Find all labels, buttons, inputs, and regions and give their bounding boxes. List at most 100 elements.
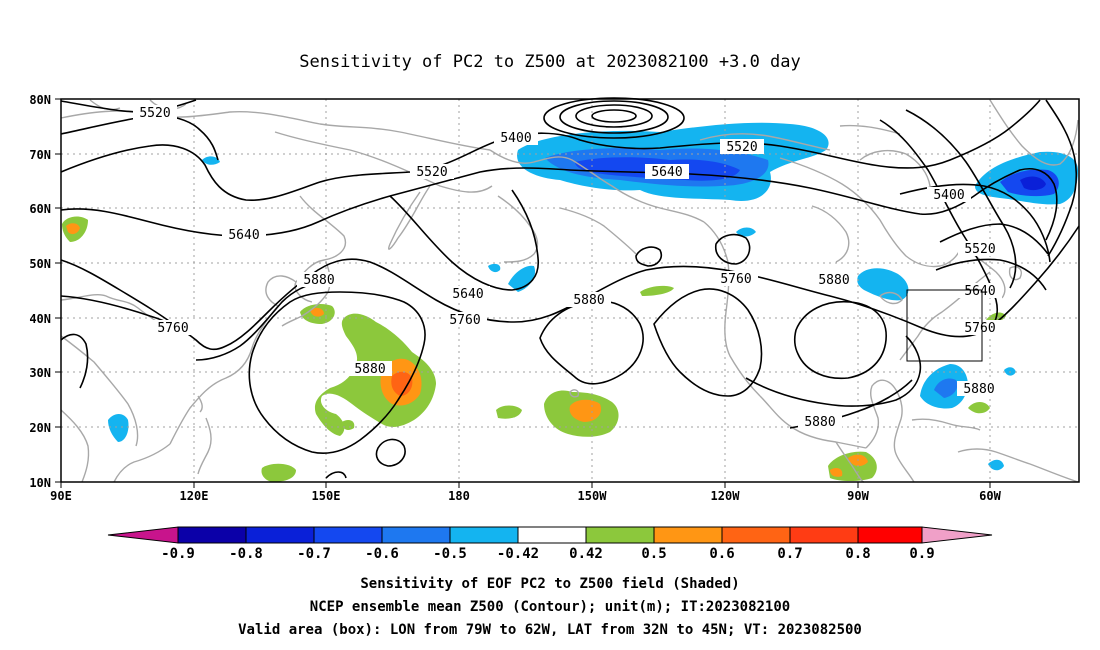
- contour-line: [745, 335, 922, 407]
- contour-label-text: 5760: [964, 321, 995, 336]
- contour-label-text: 5640: [964, 284, 995, 299]
- contour-label-text: 5760: [157, 321, 188, 336]
- sensitivity-shading: [62, 122, 1078, 482]
- lon-label: 120E: [180, 489, 209, 503]
- contour-label: 5400: [927, 187, 971, 203]
- lat-label: 10N: [29, 476, 51, 490]
- colorbar-label: 0.5: [641, 546, 666, 562]
- latitude-labels: 80N 70N 60N 50N 40N 30N 20N 10N: [29, 93, 51, 490]
- coastline: [865, 379, 915, 483]
- contour-label: 5400: [494, 130, 538, 146]
- lat-label: 40N: [29, 312, 51, 326]
- contour-label: 5880: [957, 381, 1001, 397]
- contour-line: [60, 259, 177, 327]
- coastline: [957, 448, 1079, 483]
- plot-frame: [60, 98, 1080, 483]
- contour-label: 5880: [567, 292, 611, 308]
- contour-label-text: 5760: [720, 272, 751, 287]
- contour-label-text: 5520: [726, 140, 757, 155]
- contour-line: [591, 109, 637, 123]
- contour-label: 5880: [348, 361, 392, 377]
- coastline: [835, 441, 865, 483]
- colorbar-cell: [245, 526, 315, 544]
- longitude-labels: 90E 120E 150E 180 150W 120W 90W 60W: [50, 489, 1001, 503]
- coastline: [699, 124, 901, 151]
- negative-sensitivity-region: [857, 268, 909, 301]
- contour-label: 5640: [645, 164, 689, 180]
- contour-label-text: 5880: [573, 293, 604, 308]
- coastline: [759, 395, 867, 449]
- colorbar-high-triangle: [921, 526, 993, 544]
- contour-label: 5880: [798, 414, 842, 430]
- contour-line: [1045, 99, 1078, 257]
- positive-sensitivity-region: [342, 420, 355, 430]
- contour-label: 5640: [446, 286, 490, 302]
- lon-label: 180: [448, 489, 470, 503]
- contour-line: [905, 109, 1017, 289]
- contour-line: [325, 471, 347, 479]
- contour-line: [899, 183, 1051, 263]
- coastline: [779, 157, 963, 268]
- caption-shading: Sensitivity of EOF PC2 to Z500 field (Sh…: [360, 576, 739, 592]
- contour-line: [575, 104, 653, 128]
- positive-sensitivity-region: [496, 405, 522, 419]
- positive-sensitivity-core: [569, 399, 602, 422]
- contour-label-text: 5880: [818, 273, 849, 288]
- lon-label: 90E: [50, 489, 72, 503]
- contour-label-text: 5760: [449, 313, 480, 328]
- colorbar-labels: -0.9 -0.8 -0.7 -0.6 -0.5 -0.42 0.42 0.5 …: [161, 546, 935, 562]
- colorbar: -0.9 -0.8 -0.7 -0.6 -0.5 -0.42 0.42 0.5 …: [107, 526, 993, 562]
- graticule: [61, 99, 1079, 482]
- coastline: [197, 395, 203, 413]
- negative-sensitivity-core: [934, 378, 958, 398]
- negative-sensitivity-region: [202, 156, 220, 165]
- lon-label: 150E: [312, 489, 341, 503]
- contour-label: 5880: [812, 272, 856, 288]
- contour-line: [935, 258, 1047, 291]
- contour-label: 5760: [958, 320, 1002, 336]
- negative-sensitivity-region: [108, 414, 129, 442]
- contour-label-text: 5520: [416, 165, 447, 180]
- contour-line: [195, 281, 323, 361]
- contour-label-layer: 5520 5400 5520 5520 5640 5640 5400 5520 …: [133, 105, 1002, 430]
- caption-contour: NCEP ensemble mean Z500 (Contour); unit(…: [310, 599, 790, 615]
- coastline: [274, 131, 493, 193]
- contour-label: 5760: [714, 271, 758, 287]
- colorbar-cell: [381, 526, 451, 544]
- lat-label: 70N: [29, 148, 51, 162]
- valid-area-box: [906, 289, 983, 362]
- negative-sensitivity-region: [988, 459, 1004, 471]
- colorbar-cell: [585, 526, 655, 544]
- colorbar-cell: [177, 526, 247, 544]
- positive-sensitivity-core: [66, 223, 80, 235]
- coastline: [294, 195, 347, 303]
- positive-sensitivity-core: [310, 307, 324, 317]
- contour-line: [60, 225, 1080, 351]
- lat-label: 80N: [29, 93, 51, 107]
- negative-sensitivity-region: [736, 227, 756, 237]
- colorbar-label: 0.8: [845, 546, 870, 562]
- colorbar-label: -0.9: [161, 546, 195, 562]
- negative-sensitivity-region: [488, 263, 501, 273]
- colorbar-low-triangle: [107, 526, 179, 544]
- positive-sensitivity-core: [830, 468, 843, 477]
- coastline: [60, 335, 139, 447]
- lat-label: 50N: [29, 257, 51, 271]
- coastline: [811, 205, 850, 263]
- colorbar-label: -0.7: [297, 546, 331, 562]
- colorbar-cell: [313, 526, 383, 544]
- contour-line: [543, 97, 685, 139]
- colorbar-label: 0.42: [569, 546, 603, 562]
- colorbar-cells: [177, 526, 923, 544]
- colorbar-cell: [721, 526, 791, 544]
- contour-label-text: 5880: [963, 382, 994, 397]
- contour-label-text: 5400: [933, 188, 964, 203]
- contour-line: [653, 288, 763, 397]
- colorbar-label: -0.8: [229, 546, 263, 562]
- contour-line: [248, 291, 426, 455]
- contour-label-text: 5640: [651, 165, 682, 180]
- coastline: [197, 417, 212, 475]
- axis-ticks: [55, 98, 991, 488]
- contour-label-text: 5520: [964, 242, 995, 257]
